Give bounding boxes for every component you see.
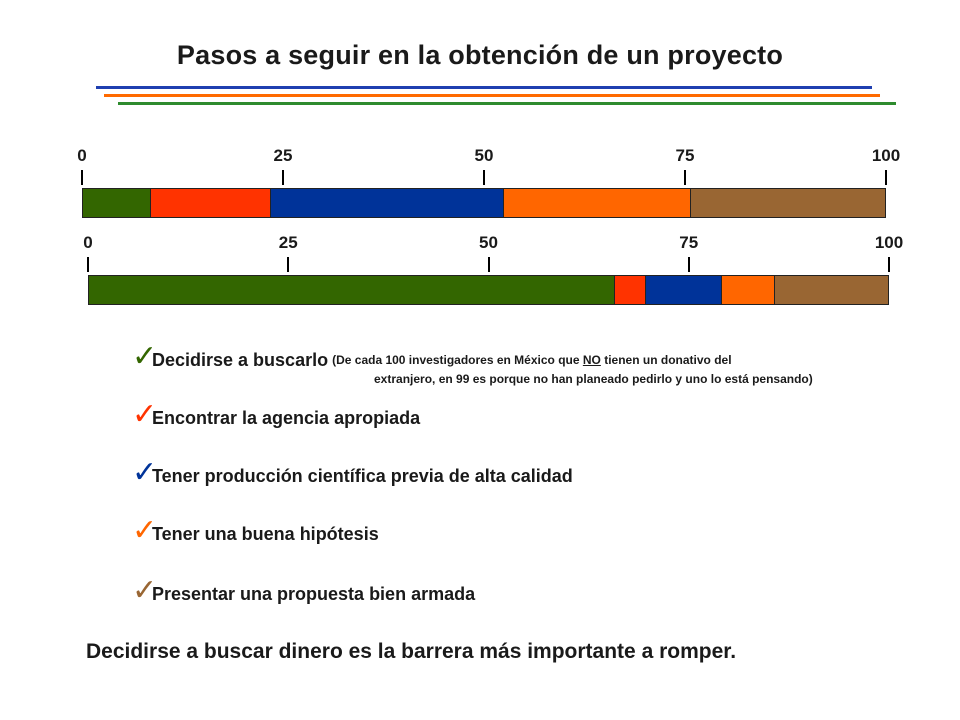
scale-label: 50 bbox=[474, 146, 494, 165]
note-text: (De cada 100 investigadores en México qu… bbox=[332, 353, 583, 367]
scale-label: 100 bbox=[874, 233, 904, 252]
checkmark-icon: ✓ bbox=[132, 340, 158, 373]
conclusion-text: Decidirse a buscar dinero es la barrera … bbox=[86, 640, 737, 663]
bar-segment bbox=[690, 189, 885, 217]
bar-segment bbox=[504, 189, 691, 217]
item-note: (De cada 100 investigadores en México qu… bbox=[332, 350, 731, 370]
checklist-item: ✓ Encontrar la agencia apropiada bbox=[132, 398, 421, 431]
item-label: Presentar una propuesta bien armada bbox=[152, 584, 476, 604]
checkmark-icon: ✓ bbox=[132, 514, 158, 547]
scale-label: 25 bbox=[273, 146, 293, 165]
scale-label: 0 bbox=[83, 233, 93, 252]
scale-tick bbox=[888, 257, 890, 272]
checklist-item: ✓ Decidirse a buscarlo (De cada 100 inve… bbox=[132, 340, 732, 373]
checklist-item: ✓ Presentar una propuesta bien armada bbox=[132, 574, 476, 607]
item-label: Tener producción científica previa de al… bbox=[152, 466, 573, 486]
bar-segment bbox=[775, 276, 888, 304]
scale-label: 25 bbox=[278, 233, 298, 252]
scale-tick bbox=[483, 170, 485, 185]
scale-label: 75 bbox=[675, 146, 695, 165]
bar-segment bbox=[83, 189, 152, 217]
item-note-line2: extranjero, en 99 es porque no han plane… bbox=[374, 372, 813, 386]
checkmark-icon: ✓ bbox=[132, 574, 158, 607]
title-rule-orange bbox=[104, 94, 880, 97]
bar-segment bbox=[151, 189, 272, 217]
progress-bar-1 bbox=[82, 188, 886, 218]
scale-tick bbox=[885, 170, 887, 185]
checkmark-icon: ✓ bbox=[132, 456, 158, 489]
bar-segment bbox=[614, 276, 646, 304]
scale-tick bbox=[81, 170, 83, 185]
checkmark-icon: ✓ bbox=[132, 398, 158, 431]
scale-label: 75 bbox=[679, 233, 699, 252]
item-label: Tener una buena hipótesis bbox=[152, 524, 379, 544]
scale-label: 100 bbox=[871, 146, 901, 165]
item-label: Decidirse a buscarlo bbox=[152, 350, 329, 370]
scale-tick bbox=[87, 257, 89, 272]
scale-label: 50 bbox=[479, 233, 498, 252]
note-text-end: tienen un donativo del bbox=[600, 353, 732, 367]
item-label: Encontrar la agencia apropiada bbox=[152, 408, 421, 428]
bar-segment bbox=[271, 189, 505, 217]
bar-segment bbox=[721, 276, 776, 304]
checklist-item: ✓ Tener producción científica previa de … bbox=[132, 456, 573, 489]
progress-bar-2 bbox=[88, 275, 889, 305]
scale-tick bbox=[684, 170, 686, 185]
bar-segment bbox=[645, 276, 722, 304]
title-rule-green bbox=[118, 102, 896, 105]
checklist-item: ✓ Tener una buena hipótesis bbox=[132, 514, 379, 547]
slide-title: Pasos a seguir en la obtención de un pro… bbox=[176, 40, 784, 70]
note-emphasis: NO bbox=[582, 353, 601, 367]
scale-label: 0 bbox=[77, 146, 87, 165]
scale-tick bbox=[282, 170, 284, 185]
bar-segment bbox=[89, 276, 615, 304]
scale-tick bbox=[487, 257, 490, 272]
title-rule-blue bbox=[96, 86, 872, 89]
scale-tick bbox=[287, 257, 290, 272]
scale-tick bbox=[687, 257, 690, 272]
